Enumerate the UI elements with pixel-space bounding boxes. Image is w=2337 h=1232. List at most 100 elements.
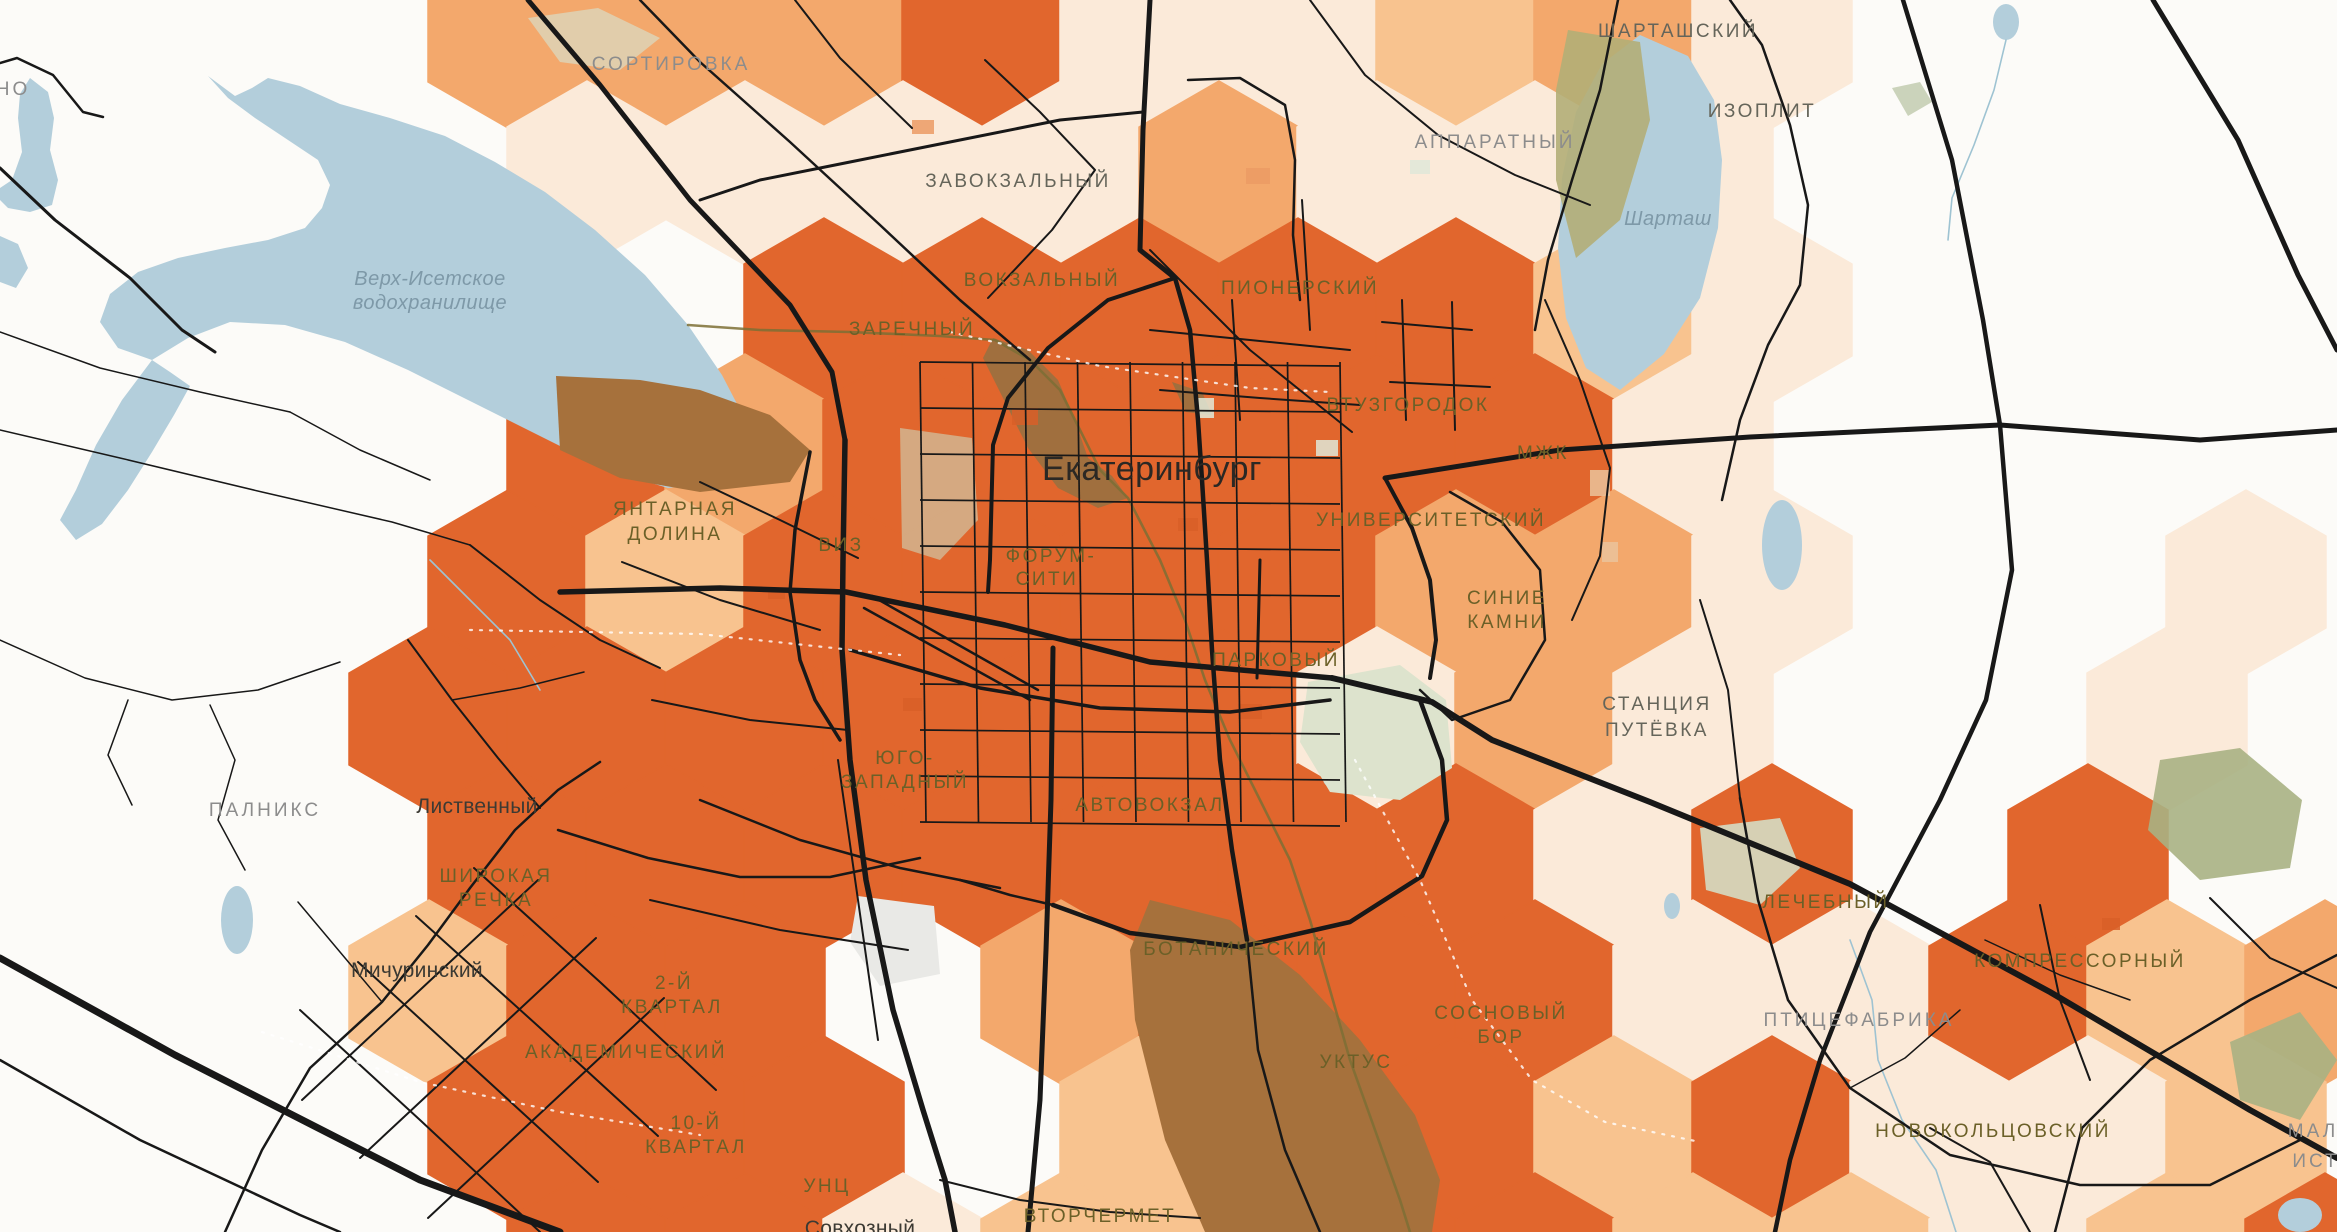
road-16 — [0, 1058, 342, 1232]
city-pond — [983, 338, 1128, 508]
map-label-yantarnaya-1: ЯНТАРНАЯ — [613, 499, 737, 520]
road-34 — [299, 1009, 541, 1232]
pond-east — [1762, 500, 1802, 590]
map-label-kvartal-2-2: КВАРТАЛ — [621, 997, 723, 1018]
green-top — [528, 8, 660, 70]
pond-lechebny — [1664, 893, 1680, 919]
road-51 — [1389, 381, 1491, 388]
railway-dashed-0 — [948, 330, 1332, 394]
map-label-no-partial: НО — [0, 79, 30, 100]
pond-ne — [1993, 4, 2019, 40]
road-47 — [837, 759, 879, 1041]
map-label-viz: ВИЗ — [818, 535, 863, 556]
map-label-forum-1: ФОРУМ- — [1006, 546, 1097, 567]
map-label-shartashsky: ШАРТАШСКИЙ — [1598, 20, 1758, 42]
road-59 — [0, 639, 341, 701]
road-64 — [451, 671, 585, 701]
map-label-yugo-zapadny-1: ЮГО- — [875, 748, 935, 769]
building-block-11 — [1316, 440, 1338, 456]
map-label-vtuzgorodok: ВТУЗГОРОДОК — [1327, 395, 1490, 416]
map-label-sosnovy-bor-1: СОСНОВЫЙ — [1434, 1002, 1567, 1024]
road-6 — [986, 276, 1177, 594]
map-label-michurinsky: Мичуринский — [351, 959, 483, 982]
map-label-kvartal-2-1: 2-Й — [655, 972, 693, 994]
reservoir-left-arm — [0, 78, 58, 212]
block-layer — [768, 120, 2120, 930]
road-73 — [1699, 599, 1741, 799]
road-61 — [209, 704, 246, 871]
road-58 — [0, 429, 471, 546]
terrain-layer — [528, 8, 2337, 1232]
map-label-listvenny: Лиственный — [416, 795, 537, 818]
map-label-palniks: ПАЛНИКС — [209, 800, 321, 821]
label-layer: НО СОРТИРОВКА ШАРТАШСКИЙ ИЗОПЛИТ АППАРАТНЫЙ З… — [0, 20, 2337, 1232]
road-46 — [649, 899, 909, 951]
building-block-6 — [1602, 542, 1618, 562]
map-label-lake-shartash: Шарташ — [1624, 208, 1712, 230]
road-65 — [958, 878, 1055, 907]
map-label-zarechny: ЗАРЕЧНЫЙ — [849, 318, 975, 340]
road-70 — [1255, 558, 1262, 680]
road-9 — [1900, 0, 2003, 428]
river-3 — [429, 559, 541, 691]
building-block-1 — [1178, 518, 1198, 531]
street-grid-h1 — [919, 407, 1341, 413]
road-30 — [1245, 938, 1322, 1232]
map-label-akademichesky: АКАДЕМИЧЕСКИЙ — [525, 1041, 727, 1063]
map-label-stantsiya-putevka-1: СТАНЦИЯ — [1602, 694, 1711, 715]
street-grid-h0 — [919, 361, 1341, 367]
road-45 — [698, 798, 1002, 890]
road-26 — [2209, 897, 2337, 989]
map-label-ptitsefabrika: ПТИЦЕФАБРИКА — [1764, 1010, 1955, 1031]
road-48 — [1418, 490, 1547, 722]
street-grid-h5 — [919, 591, 1341, 597]
road-37 — [473, 867, 717, 1091]
road-68 — [1309, 0, 1591, 206]
railway-layer — [260, 330, 1702, 1144]
map-label-kvartal-10-2: КВАРТАЛ — [645, 1137, 747, 1158]
road-71 — [870, 594, 1040, 692]
road-38 — [301, 879, 539, 1101]
road-14 — [1050, 697, 1450, 950]
building-block-8 — [912, 120, 934, 134]
road-25 — [1929, 1127, 2031, 1232]
road-35 — [357, 961, 599, 1183]
road-39 — [359, 937, 597, 1159]
road-66 — [2039, 904, 2091, 1081]
road-43 — [651, 699, 849, 731]
street-grid-h9 — [919, 775, 1341, 781]
left-edge-pond — [0, 236, 28, 288]
road-0 — [0, 954, 564, 1232]
building-block-12 — [1196, 398, 1214, 418]
road-56 — [1149, 249, 1353, 433]
road-42 — [621, 561, 821, 631]
street-grid-v6 — [1234, 361, 1242, 823]
street-grid-v3 — [1076, 361, 1085, 823]
iset-river — [686, 323, 1412, 1232]
road-24 — [2053, 953, 2337, 1232]
road-74 — [289, 411, 431, 481]
road-15 — [698, 110, 1145, 202]
map-label-yugo-zapadny-2: ЗАПАДНЫЙ — [841, 771, 969, 793]
map-label-parkovy: ПАРКОВЫЙ — [1212, 649, 1340, 671]
green-east-2 — [2230, 1012, 2337, 1120]
building-block-10 — [1410, 160, 1430, 174]
road-52 — [1401, 299, 1407, 421]
forest-viz-north — [556, 376, 810, 492]
map-label-city: Екатеринбург — [1042, 450, 1262, 488]
road-17 — [0, 166, 217, 354]
road-29 — [939, 1179, 1201, 1219]
street-grid-v2 — [1024, 361, 1032, 823]
map-label-lechebny: ЛЕЧЕБНЫЙ — [1762, 891, 1889, 913]
road-77 — [1159, 389, 1361, 406]
map-label-stantsiya-putevka-2: ПУТЁВКА — [1605, 720, 1709, 741]
map-label-verh-isetskoe-2: водохранилище — [353, 292, 507, 314]
street-grid-h10 — [919, 821, 1341, 827]
street-grid-h6 — [919, 637, 1341, 643]
road-8 — [1025, 645, 1056, 1232]
map-label-sinie-kamni-1: СИНИЕ — [1467, 588, 1547, 609]
map-label-sovkhozny: Совхозный — [805, 1217, 915, 1232]
street-grid-v5 — [1181, 361, 1190, 823]
map-label-sortirovka: СОРТИРОВКА — [592, 54, 751, 75]
